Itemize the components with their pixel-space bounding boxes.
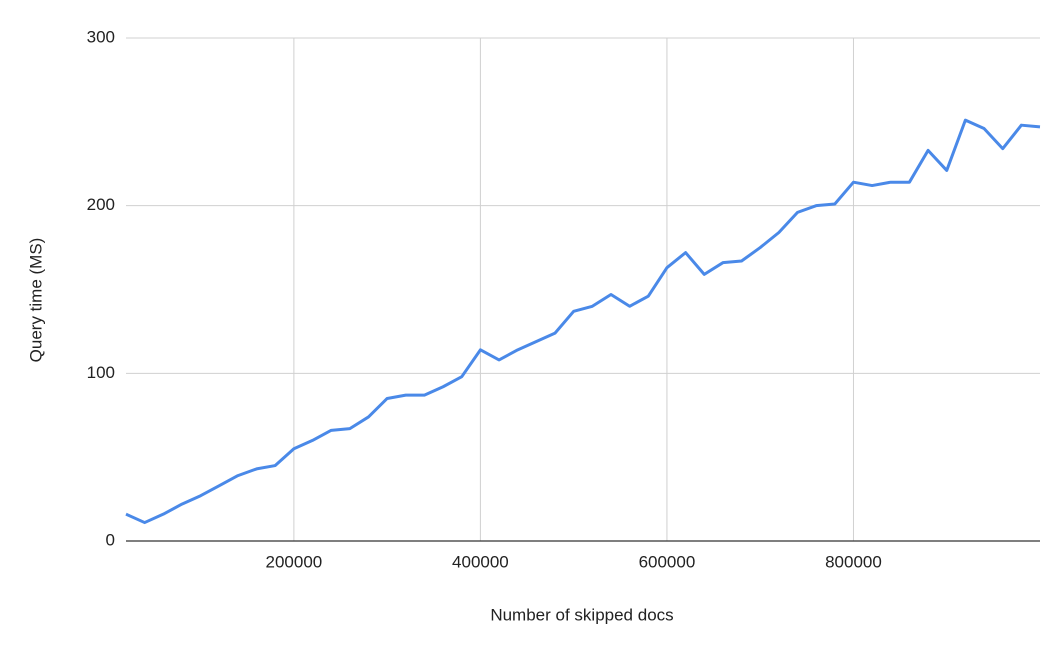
data-line bbox=[125, 118, 1041, 525]
x-axis-title: Number of skipped docs bbox=[490, 605, 673, 624]
y-tick-label: 300 bbox=[87, 27, 115, 46]
x-tick-label: 400000 bbox=[452, 552, 509, 571]
y-tick-label: 0 bbox=[106, 530, 115, 549]
x-tick-label: 600000 bbox=[639, 552, 696, 571]
y-axis-title: Query time (MS) bbox=[26, 238, 45, 363]
x-tick-label: 800000 bbox=[825, 552, 882, 571]
y-tick-label: 200 bbox=[87, 195, 115, 214]
x-tick-label: 200000 bbox=[266, 552, 323, 571]
y-tick-label: 100 bbox=[87, 363, 115, 382]
